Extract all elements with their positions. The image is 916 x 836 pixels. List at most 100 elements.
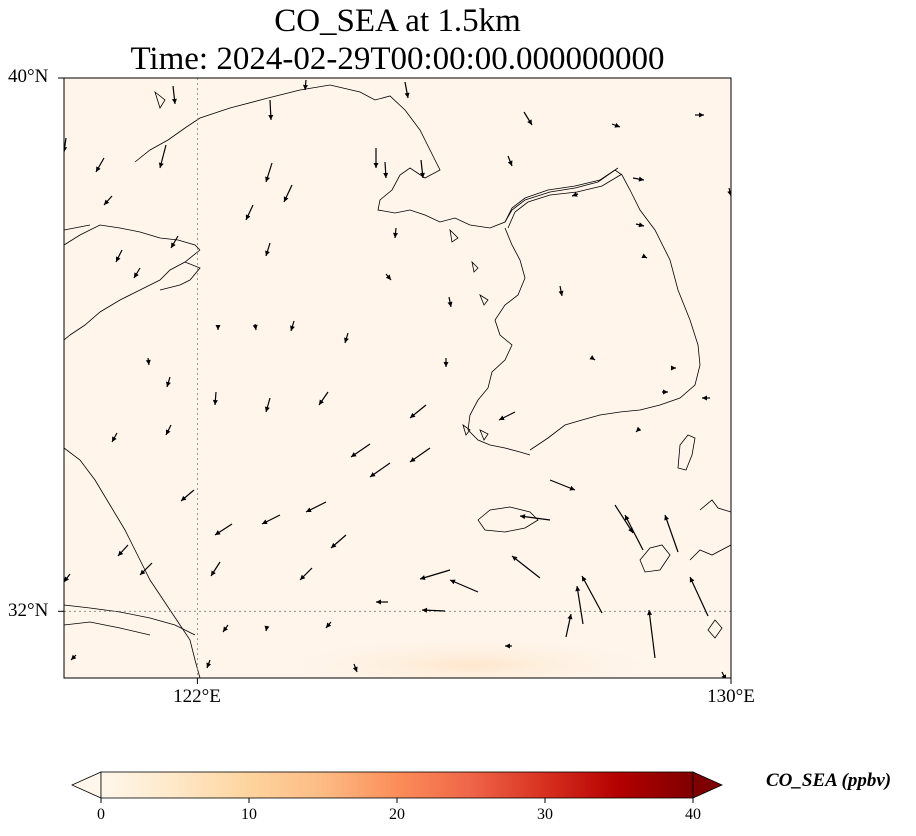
wind-arrow [344, 332, 349, 344]
wind-arrow [290, 320, 295, 332]
colorbar-title: CO_SEA (ppbv) [766, 770, 892, 791]
wind-arrow [252, 323, 258, 331]
wind-arrow [210, 561, 221, 577]
wind-arrow [117, 544, 129, 557]
wind-arrow [662, 389, 668, 395]
graticule [64, 78, 731, 678]
wind-arrow [511, 555, 541, 579]
wind-arrow [206, 659, 212, 669]
wind-arrow [268, 99, 274, 121]
cbar-label-10: 10 [241, 806, 257, 823]
wind-arrow [383, 161, 389, 179]
wind-arrow [95, 157, 105, 173]
cbar-label-0: 0 [97, 806, 105, 823]
lat-label-32: 32°N [8, 600, 49, 621]
map-title-variable: CO_SEA at 1.5km [274, 3, 521, 39]
wind-arrow [369, 462, 391, 478]
colorbar-max-extend [692, 771, 723, 799]
wind-arrow [139, 562, 153, 576]
wind-arrow [641, 253, 648, 259]
wind-arrow [558, 285, 564, 297]
wind-arrow [261, 514, 281, 525]
wind-arrow [409, 447, 431, 463]
wind-arrow [103, 195, 113, 206]
wind-arrow [671, 365, 676, 371]
wind-arrow [419, 569, 451, 580]
wind-arrow [325, 621, 332, 629]
wind-arrow [245, 204, 254, 221]
wind-arrow [689, 576, 709, 617]
wind-arrow [449, 579, 479, 593]
wind-arrow [133, 267, 141, 279]
wind-arrow [385, 273, 392, 281]
wind-arrow [111, 432, 118, 443]
concentration-patch [270, 635, 670, 678]
wind-arrow [214, 523, 233, 536]
map-title-time: Time: 2024-02-29T00:00:00.000000000 [130, 41, 665, 77]
lat-label-40: 40°N [8, 66, 49, 87]
wind-arrow [158, 144, 167, 169]
wind-arrow [265, 242, 271, 257]
wind-arrow [303, 79, 308, 91]
wind-arrow [447, 296, 453, 308]
coastlines [64, 84, 731, 678]
wind-arrow [702, 395, 710, 401]
wind-arrow [115, 249, 123, 263]
wind-arrow [265, 162, 273, 183]
wind-arrow [180, 489, 195, 502]
map-frame [63, 77, 732, 679]
wind-arrow [635, 426, 642, 433]
wind-arrow [632, 176, 645, 182]
wind-arrow [404, 81, 410, 99]
wind-arrow [549, 479, 576, 491]
wind-arrow [171, 85, 177, 105]
wind-arrow [664, 514, 679, 553]
wind-arrow [507, 155, 513, 167]
wind-arrow [647, 609, 656, 659]
wind-arrow [70, 654, 77, 661]
wind-arrow [305, 501, 327, 513]
wind-arrow [165, 424, 172, 436]
wind-vectors [64, 79, 731, 678]
wind-arrow [419, 159, 425, 179]
wind-arrow [589, 355, 596, 361]
wind-arrow [498, 411, 516, 421]
wind-arrow [264, 397, 271, 413]
cbar-label-30: 30 [537, 806, 553, 823]
wind-arrow [581, 575, 603, 614]
wind-arrow [222, 624, 229, 633]
wind-arrow [352, 663, 358, 673]
colorbar-min-extend [71, 771, 102, 799]
wind-arrow [624, 514, 644, 551]
wind-arrow [212, 391, 218, 406]
cbar-label-40: 40 [685, 806, 701, 823]
wind-arrow [170, 235, 179, 249]
wind-arrow [318, 391, 329, 406]
wind-arrow [376, 599, 388, 605]
wind-arrow [283, 184, 293, 203]
wind-arrow [571, 192, 579, 197]
lon-label-130: 130°E [707, 686, 755, 707]
wind-arrow [215, 325, 221, 330]
wind-arrow [64, 573, 71, 583]
cbar-label-20: 20 [389, 806, 405, 823]
wind-arrow [505, 643, 512, 649]
wind-arrow [575, 585, 584, 625]
wind-arrow [409, 404, 427, 419]
wind-arrow [519, 514, 551, 521]
map-panel [58, 77, 732, 684]
wind-arrow [523, 111, 533, 126]
lon-label-122: 122°E [173, 686, 221, 707]
wind-arrow [264, 625, 270, 632]
colorbar-gradient [100, 771, 694, 799]
wind-arrow [443, 358, 449, 367]
wind-arrow [695, 112, 704, 118]
wind-arrow [635, 222, 645, 228]
wind-arrow [611, 122, 621, 128]
wind-arrow [565, 613, 573, 638]
wind-arrow [350, 443, 371, 458]
wind-arrow [393, 227, 398, 239]
wind-arrow [721, 671, 726, 678]
wind-arrow [373, 148, 379, 168]
wind-arrow [299, 567, 313, 581]
